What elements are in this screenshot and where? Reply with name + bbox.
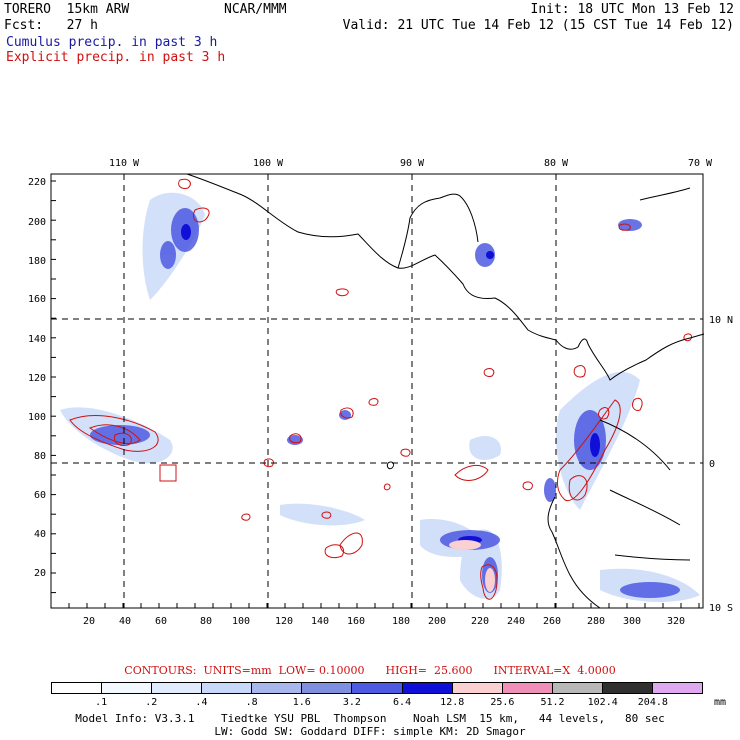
- legend-swatch: [152, 683, 203, 693]
- legend-label: 25.6: [490, 697, 515, 708]
- legend-swatch: [102, 683, 153, 693]
- legend-label: 204.8: [637, 697, 668, 708]
- valid-time: Valid: 21 UTC Tue 14 Feb 12 (15 CST Tue …: [342, 18, 734, 33]
- coastlines: [186, 173, 705, 609]
- x-tick-label: 280: [587, 616, 605, 627]
- model-info-line1: Model Info: V3.3.1 Tiedtke YSU PBL Thomp…: [75, 712, 665, 725]
- y-grid-labels: 220 200 180 160 140 120 100 80 60 40 20: [28, 177, 46, 579]
- model-info-line2: LW: Godd SW: Goddard DIFF: simple KM: 2D…: [214, 725, 526, 738]
- lon-label: 70 W: [688, 158, 713, 169]
- legend-label: 51.2: [540, 697, 565, 708]
- x-tick-label: 200: [428, 616, 446, 627]
- legend-swatch: [552, 683, 603, 693]
- y-tick-label: 40: [34, 529, 46, 540]
- legend-swatch: [302, 683, 353, 693]
- legend-label: 1.6: [292, 697, 311, 708]
- legend-label: .4: [195, 697, 208, 708]
- x-tick-label: 260: [543, 616, 561, 627]
- legend-units: mm: [714, 697, 727, 708]
- x-tick-label: 140: [311, 616, 329, 627]
- y-tick-label: 220: [28, 177, 46, 188]
- legend-swatch: [402, 683, 453, 693]
- legend-swatch: [502, 683, 553, 693]
- x-tick-label: 80: [200, 616, 212, 627]
- y-tick-label: 140: [28, 334, 46, 345]
- x-tick-label: 300: [623, 616, 641, 627]
- center-label: NCAR/MMM: [224, 2, 287, 17]
- cumulus-legend-text: Cumulus precip. in past 3 h: [6, 35, 218, 50]
- x-tick-label: 20: [83, 616, 95, 627]
- y-tick-label: 100: [28, 412, 46, 423]
- x-tick-label: 40: [119, 616, 131, 627]
- legend-label: .1: [95, 697, 108, 708]
- x-tick-label: 100: [232, 616, 250, 627]
- lon-label: 90 W: [400, 158, 425, 169]
- y-tick-label: 60: [34, 490, 46, 501]
- legend-swatch: [202, 683, 253, 693]
- lat-label: 10 N: [709, 315, 733, 326]
- y-tick-label: 20: [34, 568, 46, 579]
- legend-swatch: [602, 683, 653, 693]
- explicit-legend-text: Explicit precip. in past 3 h: [6, 50, 226, 65]
- lon-label: 80 W: [544, 158, 569, 169]
- legend-swatch: [652, 683, 703, 693]
- lat-label: 0: [709, 459, 715, 470]
- legend-swatch: [452, 683, 503, 693]
- legend-label: 3.2: [342, 697, 361, 708]
- x-tick-label: 180: [392, 616, 410, 627]
- legend-label: 102.4: [587, 697, 618, 708]
- init-time: Init: 18 UTC Mon 13 Feb 12: [530, 2, 735, 17]
- y-tick-label: 120: [28, 373, 46, 384]
- x-tick-label: 160: [347, 616, 365, 627]
- y-tick-label: 80: [34, 451, 46, 462]
- map-frame: [50, 173, 704, 609]
- y-tick-label: 200: [28, 217, 46, 228]
- x-tick-label: 240: [507, 616, 525, 627]
- legend-label: 6.4: [393, 697, 412, 708]
- longitude-labels: 110 W 100 W 90 W 80 W 70 W: [109, 158, 713, 169]
- lat-label: 10 S: [709, 603, 733, 614]
- y-tick-label: 180: [28, 256, 46, 267]
- lat-lon-gridlines: [51, 174, 703, 608]
- precip-field: [60, 192, 700, 602]
- x-tick-label: 120: [275, 616, 293, 627]
- x-tick-label: 320: [667, 616, 685, 627]
- lon-label: 100 W: [253, 158, 284, 169]
- forecast-hour: Fcst: 27 h: [4, 18, 98, 33]
- model-title: TORERO 15km ARW: [4, 2, 130, 17]
- legend-swatch: [52, 683, 103, 693]
- lon-label: 110 W: [109, 158, 140, 169]
- latitude-labels: 10 N 0 10 S: [709, 315, 733, 614]
- legend-label: .8: [245, 697, 258, 708]
- legend-swatch: [252, 683, 303, 693]
- legend-swatch: [352, 683, 403, 693]
- explicit-precip-contours: [69, 178, 693, 600]
- x-tick-label: 60: [155, 616, 167, 627]
- legend-label: 12.8: [440, 697, 465, 708]
- x-grid-labels: 20 40 60 80 100 120 140 160 180 200 220 …: [83, 616, 685, 627]
- contour-info: CONTOURS: UNITS=mm LOW= 0.10000 HIGH= 25…: [124, 664, 616, 677]
- legend-label: .2: [145, 697, 158, 708]
- color-legend: [51, 682, 703, 694]
- y-tick-label: 160: [28, 294, 46, 305]
- x-tick-label: 220: [471, 616, 489, 627]
